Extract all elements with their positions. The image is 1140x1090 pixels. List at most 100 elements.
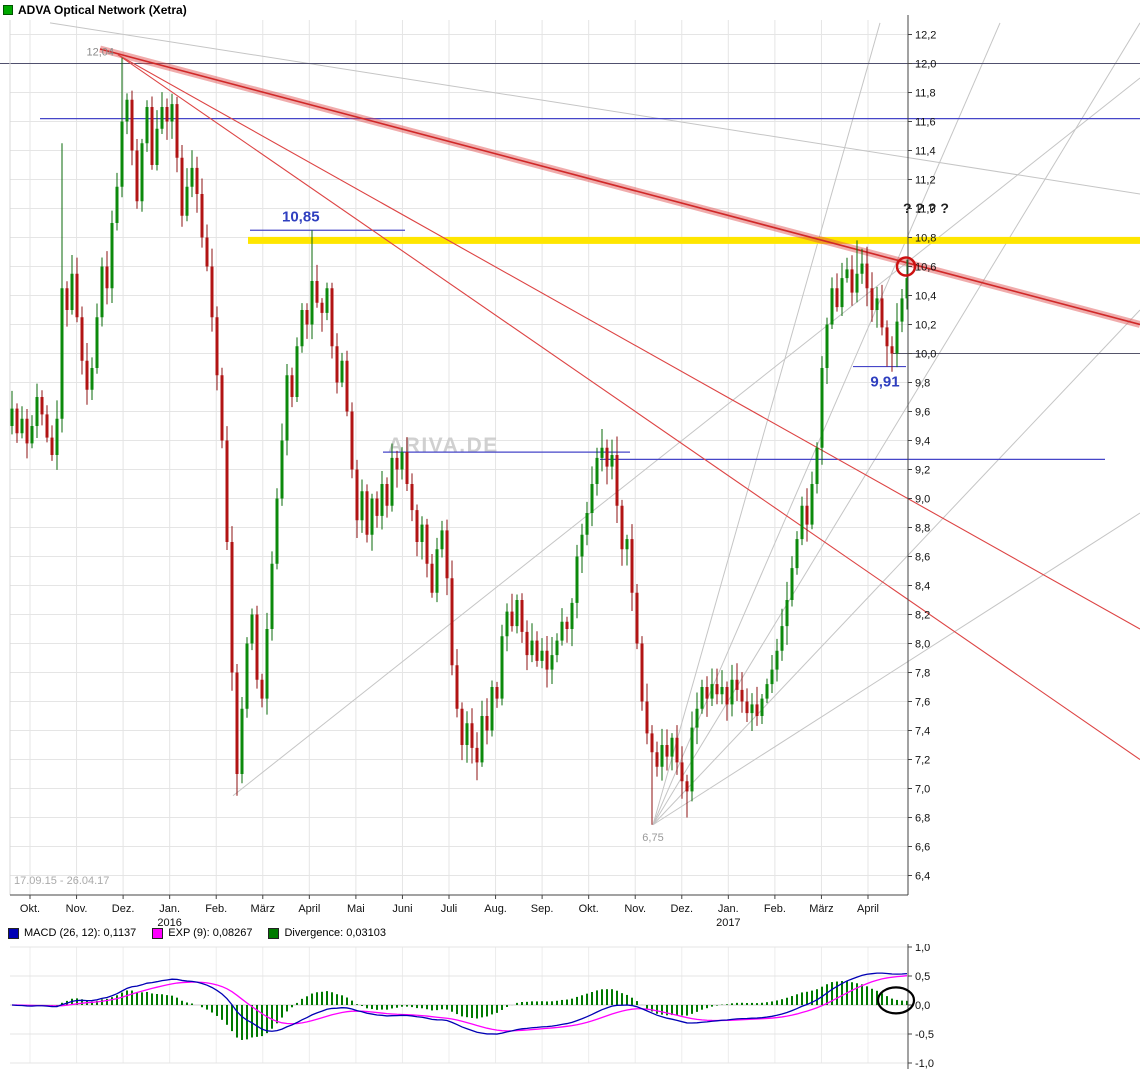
candle [570,602,574,629]
candle [95,317,99,368]
candle [225,440,229,542]
candle [25,418,29,444]
candle [540,650,544,661]
y-tick-label: 6,8 [915,813,930,825]
candle [745,701,749,714]
y-tick-label: 10,4 [915,291,936,303]
candle [465,723,469,745]
candle [260,679,264,699]
candle [480,716,484,763]
y-tick-label: 7,6 [915,697,930,709]
divergence-bars [16,981,908,1040]
candle [520,600,524,632]
candle [815,447,819,484]
candle [415,510,419,542]
candle [110,223,114,289]
candle [855,273,859,293]
y-tick-label: 8,4 [915,581,930,593]
candle [800,505,804,540]
year-label: 2016 [157,917,181,929]
candle [560,621,564,641]
candle [215,317,219,376]
candle [595,457,599,484]
candle [145,107,149,144]
candle [130,99,134,151]
candle [360,491,364,521]
y-tick-label: 10,0 [915,349,936,361]
candle [265,629,269,699]
macd-tick-label: 1,0 [915,944,930,954]
candle [515,600,519,627]
candle [770,669,774,685]
annotation-label: 10,85 [282,208,320,225]
annotation-label: 6,75 [642,832,663,844]
candle [45,414,49,438]
y-tick-label: 12,0 [915,59,936,71]
candle [850,269,854,293]
candle [740,689,744,702]
candle [700,687,704,709]
candle [270,563,274,629]
candle [320,302,324,313]
exp-legend-label: EXP (9): 0,08267 [168,927,253,939]
red-trend-band-core [99,48,1140,326]
candle [325,288,329,313]
candle [455,665,459,709]
candle [60,288,64,419]
candle [20,418,24,434]
y-tick-label: 10,8 [915,233,936,245]
y-tick-label: 8,2 [915,610,930,622]
x-tick-label: Aug. [484,903,507,915]
macd-highlight-ellipse [876,986,916,1015]
candle [505,611,509,637]
candle [170,104,174,122]
candle [825,324,829,368]
candle [585,513,589,535]
candle [115,186,119,223]
candle [140,143,144,202]
candle [280,440,284,499]
candle [120,121,124,187]
candle [305,310,309,325]
candle [100,266,104,318]
candle [125,99,129,122]
candle [380,484,384,516]
candle [600,447,604,458]
candle [690,727,694,792]
candle [900,298,904,322]
candle [555,640,559,656]
candle [200,194,204,238]
candle [250,614,254,644]
candle [665,745,669,757]
candle [220,375,224,441]
candle [275,498,279,564]
red-trend-line [117,54,1140,630]
candle [160,107,164,129]
candle [205,237,209,267]
candle [905,278,909,299]
candle [330,288,334,347]
x-tick-label: März [251,903,275,915]
candle [40,397,44,415]
candle [190,167,194,187]
candle [660,745,664,767]
candle [890,346,894,354]
gray-fan-lines [49,22,1140,826]
macd-line [11,972,908,1035]
x-tick-label: März [809,903,833,915]
candle [300,310,304,347]
candle [365,491,369,535]
candle [730,679,734,705]
x-tick-label: Dez. [112,903,135,915]
candle [285,375,289,441]
annotation-label: 12,04 [86,47,114,59]
y-tick-label: 10,6 [915,262,936,274]
x-tick-label: Okt. [579,903,599,915]
candle [400,452,404,470]
candle [710,684,714,699]
x-tick-label: Nov. [624,903,646,915]
candle [590,484,594,513]
x-tick-label: Nov. [66,903,88,915]
macd-y-labels: 1,0 0,5 0,0 -0,5 -1,0 [915,944,934,1070]
candle [75,273,79,318]
